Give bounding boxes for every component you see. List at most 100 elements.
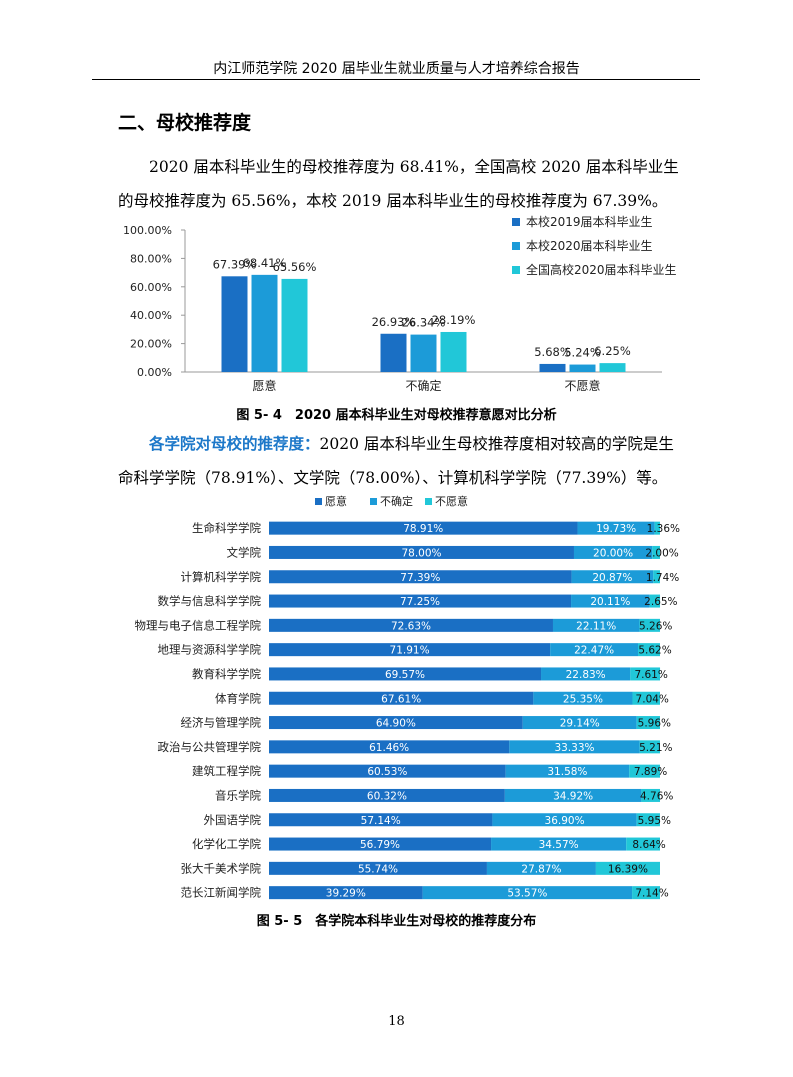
paragraph-recommendation-summary: 2020 届本科毕业生的母校推荐度为 68.41%，全国高校 2020 届本科毕… xyxy=(118,158,679,210)
stack-segment-1-5 xyxy=(550,643,639,657)
stack-segment-2-5 xyxy=(638,643,660,657)
stack-segment-2-6 xyxy=(630,667,661,681)
stack-segment-0-4 xyxy=(269,618,553,632)
bar-data-label: 26.34% xyxy=(402,316,446,330)
stack-segment-1-4 xyxy=(552,618,640,632)
stack-segment-1-1 xyxy=(573,545,653,559)
stack-segment-1-3 xyxy=(571,594,650,608)
college-label: 张大千美术学院 xyxy=(181,861,262,875)
stack-segment-0-5 xyxy=(269,643,551,657)
segment-data-label: 16.39% xyxy=(608,863,648,875)
segment-data-label: 1.74% xyxy=(646,572,679,584)
segment-data-label: 53.57% xyxy=(507,888,547,900)
bar-data-label: 28.19% xyxy=(432,313,476,327)
bar-0-1 xyxy=(380,333,407,372)
bar-0-0 xyxy=(221,276,248,372)
bar-data-label: 26.93% xyxy=(372,315,416,329)
segment-data-label: 55.74% xyxy=(358,863,398,875)
stack-segment-2-4 xyxy=(639,618,660,632)
college-label: 数学与信息科学学院 xyxy=(158,594,262,608)
segment-data-label: 64.90% xyxy=(376,718,416,730)
recommendation-comparison-chart: 0.00% 20.00% 40.00% 60.00% 80.00% 100.00% 愿意 67… xyxy=(123,214,677,393)
stack-segment-1-10 xyxy=(505,764,630,778)
stack-segment-0-7 xyxy=(269,691,534,705)
segment-data-label: 7.14% xyxy=(635,888,668,900)
segment-data-label: 78.00% xyxy=(401,547,441,559)
bar-1-0 xyxy=(251,274,278,372)
bar-1-1 xyxy=(410,334,437,372)
segment-data-label: 19.73% xyxy=(596,523,636,535)
segment-data-label: 22.11% xyxy=(576,620,616,632)
y-tick-label: 80.00% xyxy=(130,252,172,265)
segment-data-label: 67.61% xyxy=(381,693,421,705)
college-label: 生命科学学院 xyxy=(192,521,261,535)
stack-segment-0-14 xyxy=(269,861,487,875)
stack-segment-0-6 xyxy=(269,667,542,681)
bar-0-2 xyxy=(539,363,566,372)
legend-swatch-1 xyxy=(370,498,377,505)
college-label: 范长江新闻学院 xyxy=(181,886,262,900)
segment-data-label: 60.53% xyxy=(367,766,407,778)
segment-data-label: 56.79% xyxy=(360,839,400,851)
paragraph-body: 2020 届本科毕业生母校推荐度相对较高的学院是生命科学学院（78.91%）、文… xyxy=(118,435,674,487)
stack-segment-1-0 xyxy=(577,521,655,535)
bar-data-label: 65.56% xyxy=(273,260,317,274)
segment-data-label: 5.96% xyxy=(638,718,671,730)
segment-data-label: 60.32% xyxy=(367,790,407,802)
stack-segment-1-11 xyxy=(504,788,642,802)
x-category-label: 不愿意 xyxy=(564,378,600,393)
stack-segment-0-1 xyxy=(269,545,574,559)
y-tick-label: 60.00% xyxy=(130,281,172,294)
segment-data-label: 39.29% xyxy=(326,888,366,900)
segment-data-label: 72.63% xyxy=(391,620,431,632)
segment-data-label: 61.46% xyxy=(369,742,409,754)
college-label: 建筑工程学院 xyxy=(192,764,261,778)
college-label: 地理与资源科学学院 xyxy=(158,643,262,657)
stack-segment-0-3 xyxy=(269,594,572,608)
x-category-label: 愿意 xyxy=(252,378,276,393)
page-number: 18 xyxy=(388,1014,405,1029)
segment-data-label: 5.21% xyxy=(639,742,672,754)
college-label: 文学院 xyxy=(227,545,262,559)
segment-data-label: 20.00% xyxy=(593,547,633,559)
segment-data-label: 2.00% xyxy=(645,547,678,559)
bar-2-2 xyxy=(599,363,626,372)
legend-swatch-2 xyxy=(425,498,432,505)
stack-segment-2-0 xyxy=(654,521,660,535)
stack-segment-2-15 xyxy=(632,886,660,900)
segment-data-label: 34.57% xyxy=(539,839,579,851)
segment-data-label: 20.87% xyxy=(592,572,632,584)
figure-caption-5-4: 图 5- 4 2020 届本科毕业生对母校推荐意愿对比分析 xyxy=(236,408,557,423)
stack-segment-1-2 xyxy=(571,570,654,584)
section-title: 二、母校推荐度 xyxy=(118,112,252,134)
paragraph-lead: 各学院对母校的推荐度： xyxy=(149,435,320,453)
segment-data-label: 7.04% xyxy=(636,693,669,705)
figure-caption-5-5: 图 5- 5 各学院本科毕业生对母校的推荐度分布 xyxy=(256,914,537,929)
bar-data-label: 68.41% xyxy=(243,256,287,270)
stack-segment-1-12 xyxy=(492,813,637,827)
y-tick-label: 20.00% xyxy=(130,338,172,351)
stack-segment-1-7 xyxy=(533,691,633,705)
stack-segment-2-9 xyxy=(639,740,660,754)
bar-data-label: 6.25% xyxy=(594,344,631,358)
legend-swatch-1 xyxy=(512,242,520,250)
stack-segment-2-2 xyxy=(653,570,660,584)
bar-data-label: 67.39% xyxy=(213,257,257,271)
stack-segment-2-12 xyxy=(636,813,660,827)
segment-data-label: 71.91% xyxy=(390,645,430,657)
stack-segment-0-2 xyxy=(269,570,572,584)
college-label: 计算机科学学院 xyxy=(181,570,262,584)
bar-data-label: 5.68% xyxy=(534,345,571,359)
segment-data-label: 2.65% xyxy=(644,596,677,608)
stack-segment-0-0 xyxy=(269,521,578,535)
segment-data-label: 77.25% xyxy=(400,596,440,608)
stack-segment-2-10 xyxy=(629,764,660,778)
stack-segment-2-8 xyxy=(636,716,660,730)
bar-2-1 xyxy=(440,331,467,372)
header-divider xyxy=(92,79,700,80)
stack-segment-0-11 xyxy=(269,788,505,802)
stack-segment-1-8 xyxy=(522,716,637,730)
segment-data-label: 77.39% xyxy=(400,572,440,584)
legend-label: 愿意 xyxy=(325,494,347,508)
segment-data-label: 22.83% xyxy=(566,669,606,681)
